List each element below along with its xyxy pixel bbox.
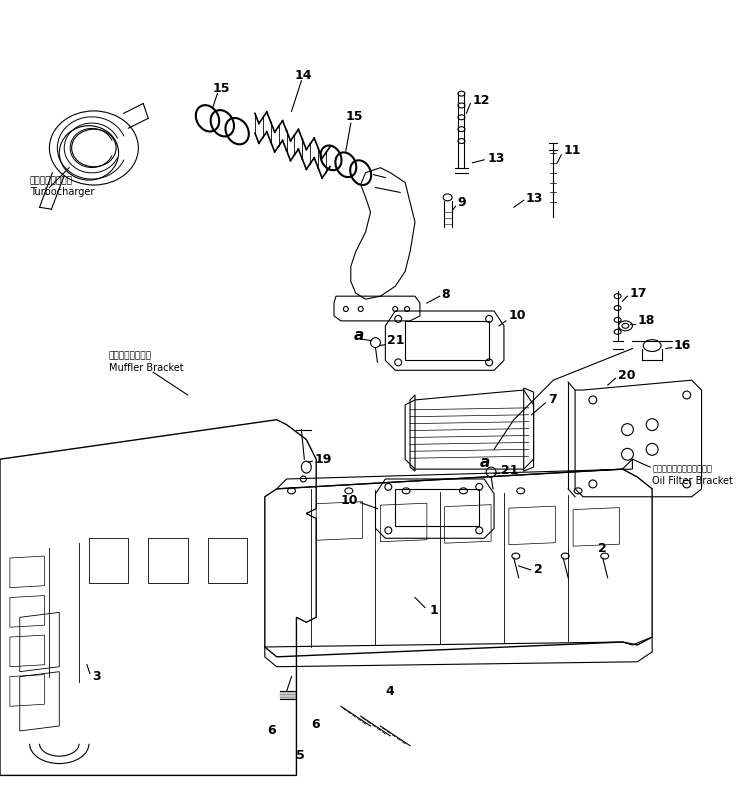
Text: 1: 1 [430,604,439,617]
Text: 17: 17 [629,287,647,299]
Text: 21: 21 [501,463,518,477]
Text: a: a [354,328,364,344]
Text: ターボチャージャ: ターボチャージャ [29,176,73,185]
Text: 14: 14 [294,69,312,82]
Text: 3: 3 [92,670,101,683]
Text: 12: 12 [472,94,490,107]
Text: 21: 21 [388,334,405,348]
Text: 10: 10 [509,310,526,322]
Text: a: a [479,455,490,470]
Text: Turbocharger: Turbocharger [29,188,94,198]
Text: 13: 13 [487,152,505,165]
Text: 13: 13 [526,191,543,205]
Text: 9: 9 [457,195,466,209]
Text: 5: 5 [297,749,305,762]
Text: マフラブラケット: マフラブラケット [109,351,152,360]
Text: 15: 15 [213,82,230,95]
Text: 8: 8 [442,288,451,301]
Text: オイルフィルタブラケット: オイルフィルタブラケット [652,465,712,474]
Text: 11: 11 [563,144,581,158]
Text: 4: 4 [385,685,394,698]
Text: 15: 15 [346,110,363,123]
Text: Muffler Bracket: Muffler Bracket [109,363,183,374]
Text: 19: 19 [314,453,332,466]
Text: 2: 2 [533,563,542,576]
Text: 10: 10 [341,494,358,507]
Text: 6: 6 [267,724,276,738]
Text: 18: 18 [638,314,655,327]
Text: Oil Filter Bracket: Oil Filter Bracket [652,476,733,486]
Text: 2: 2 [598,541,607,555]
Text: 6: 6 [311,718,320,730]
Text: 7: 7 [548,393,557,407]
Text: 16: 16 [674,339,691,352]
Text: 20: 20 [617,369,635,381]
